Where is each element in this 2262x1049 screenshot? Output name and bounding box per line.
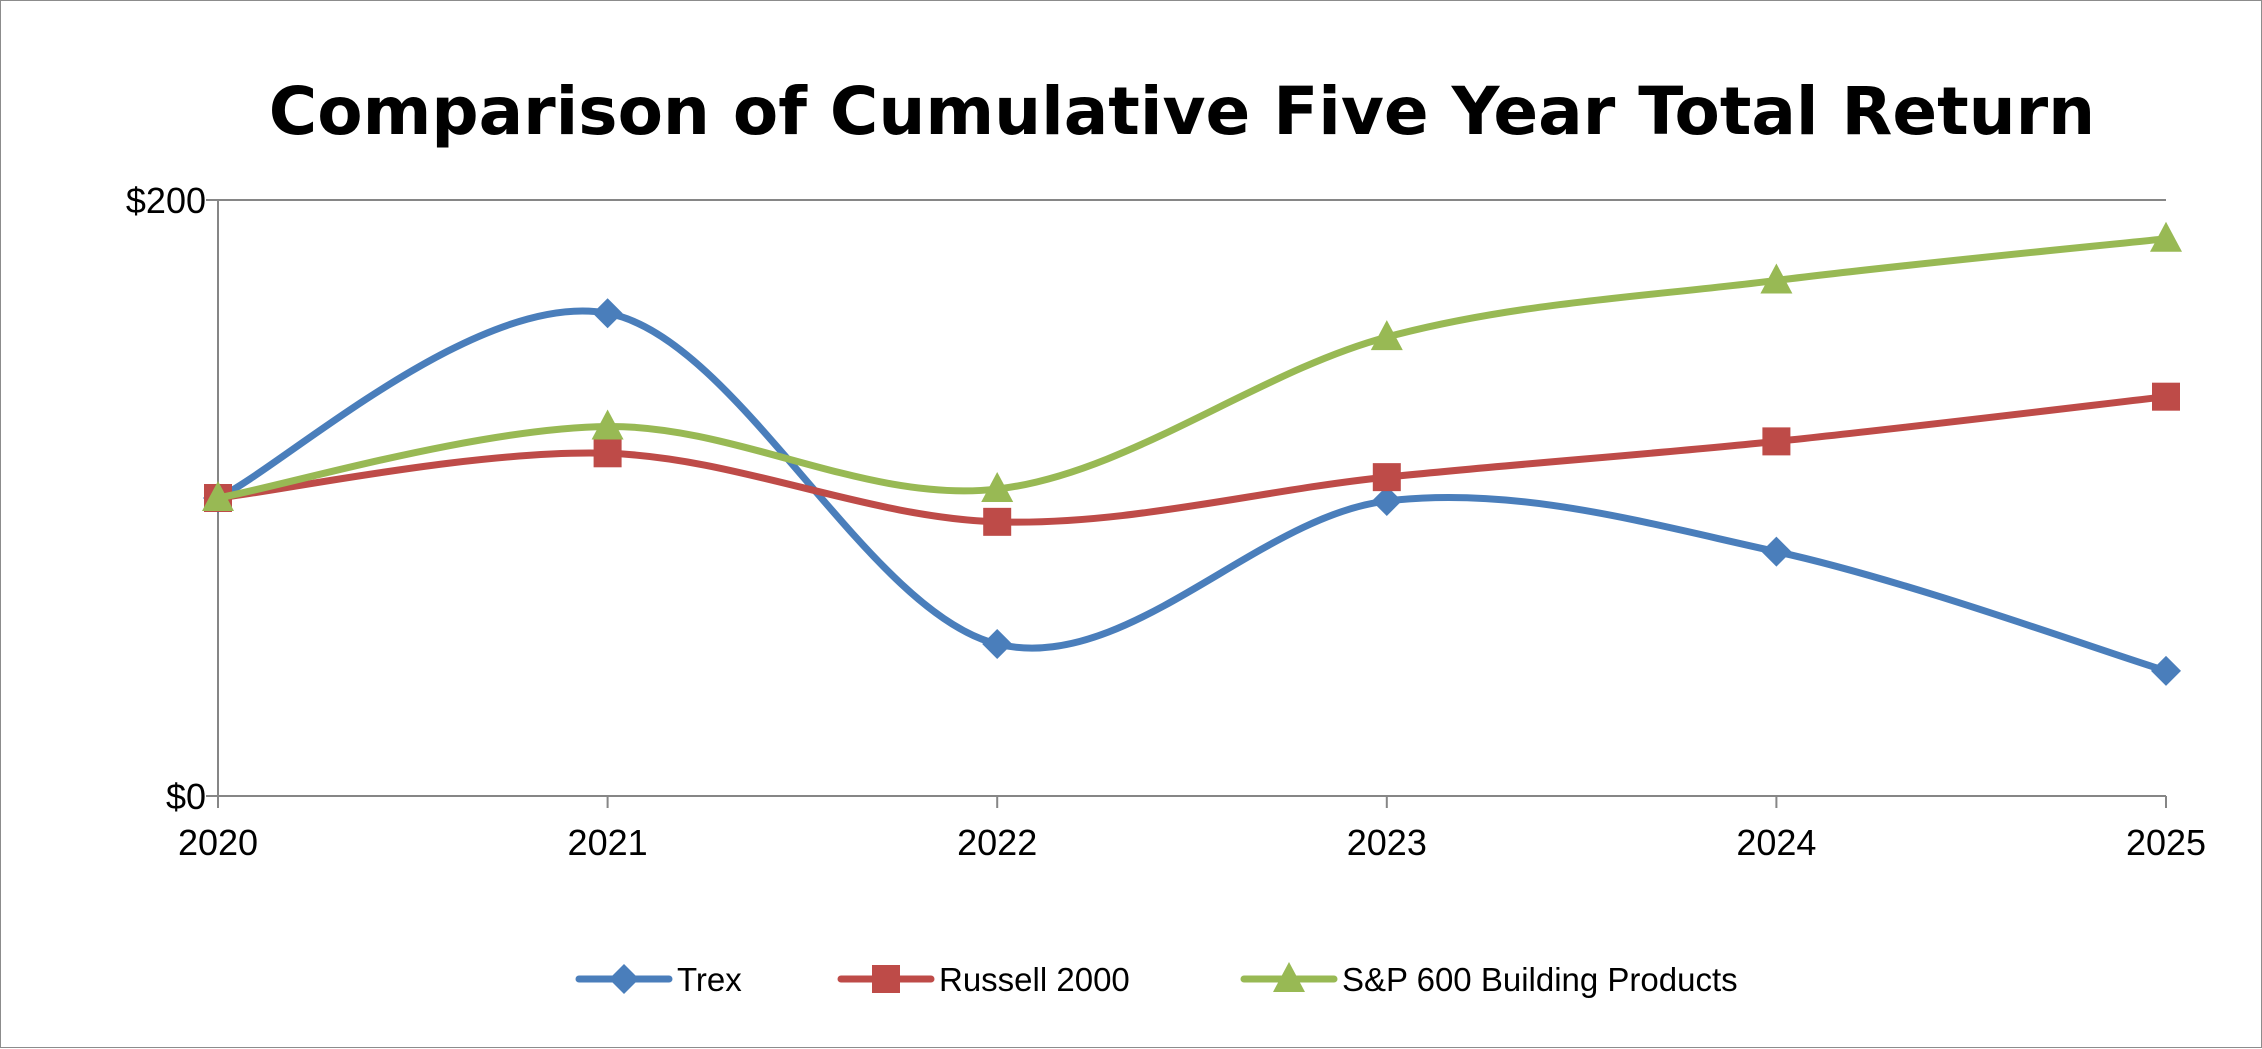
series-line-s-p-600-building-products <box>214 235 2170 502</box>
legend-item-russell-2000: Russell 2000 <box>837 961 1130 998</box>
data-point-s-p-600-building-products-2024 <box>1760 263 1793 294</box>
x-tick-label: 2023 <box>1347 822 1427 863</box>
data-point-russell-2000-2023 <box>1372 463 1401 492</box>
series-line-russell-2000 <box>214 393 2170 526</box>
legend-item-trex: Trex <box>575 961 742 998</box>
data-point-trex-2024 <box>1761 536 1792 567</box>
legend-swatch-marker <box>1273 962 1305 992</box>
data-point-trex-2025 <box>2151 655 2181 686</box>
data-point-trex-2022 <box>982 629 1013 660</box>
data-point-s-p-600-building-products-2022 <box>981 472 1014 503</box>
series-s-p-600-building-products <box>202 221 2182 511</box>
x-tick-label: 2020 <box>178 822 258 863</box>
legend-label: S&P 600 Building Products <box>1342 961 1738 998</box>
y-tick-label: $0 <box>166 776 206 817</box>
x-tick-label: 2024 <box>1736 822 1816 863</box>
x-tick-label: 2025 <box>2126 822 2206 863</box>
legend-label: Trex <box>677 961 742 998</box>
series-line-trex <box>214 307 2170 675</box>
chart-title: Comparison of Cumulative Five Year Total… <box>269 73 2095 150</box>
x-tick-label: 2021 <box>568 822 648 863</box>
data-point-russell-2000-2021 <box>593 439 622 468</box>
legend: Trex Russell 2000 S&P 600 Building Product… <box>575 961 1738 998</box>
data-point-russell-2000-2025 <box>2152 382 2180 411</box>
series-trex <box>203 298 2181 686</box>
data-point-s-p-600-building-products-2021 <box>591 409 624 440</box>
data-point-s-p-600-building-products-2025 <box>2150 221 2182 252</box>
series-layer <box>202 221 2182 686</box>
axes-layer: $0 $200 2020 2021 2022 2023 2024 2025 <box>126 180 2206 863</box>
data-point-s-p-600-building-products-2020 <box>202 481 234 511</box>
data-point-russell-2000-2024 <box>1762 427 1791 456</box>
y-tick-label: $200 <box>126 180 206 221</box>
data-point-s-p-600-building-products-2023 <box>1370 320 1403 351</box>
data-point-russell-2000-2022 <box>983 507 1012 536</box>
data-point-trex-2023 <box>1371 485 1402 516</box>
legend-item-s-p-600-building-products: S&P 600 Building Products <box>1240 961 1738 998</box>
legend-label: Russell 2000 <box>939 961 1130 998</box>
legend-swatch-marker <box>609 964 639 994</box>
series-russell-2000 <box>204 382 2180 536</box>
legend-swatch-marker <box>872 965 900 993</box>
data-point-trex-2021 <box>592 298 623 329</box>
x-tick-label: 2022 <box>957 822 1037 863</box>
